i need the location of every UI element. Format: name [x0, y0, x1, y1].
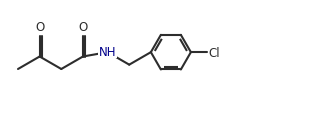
- Text: O: O: [35, 21, 44, 34]
- Text: Cl: Cl: [209, 46, 220, 59]
- Text: O: O: [78, 21, 87, 34]
- Text: NH: NH: [99, 45, 116, 58]
